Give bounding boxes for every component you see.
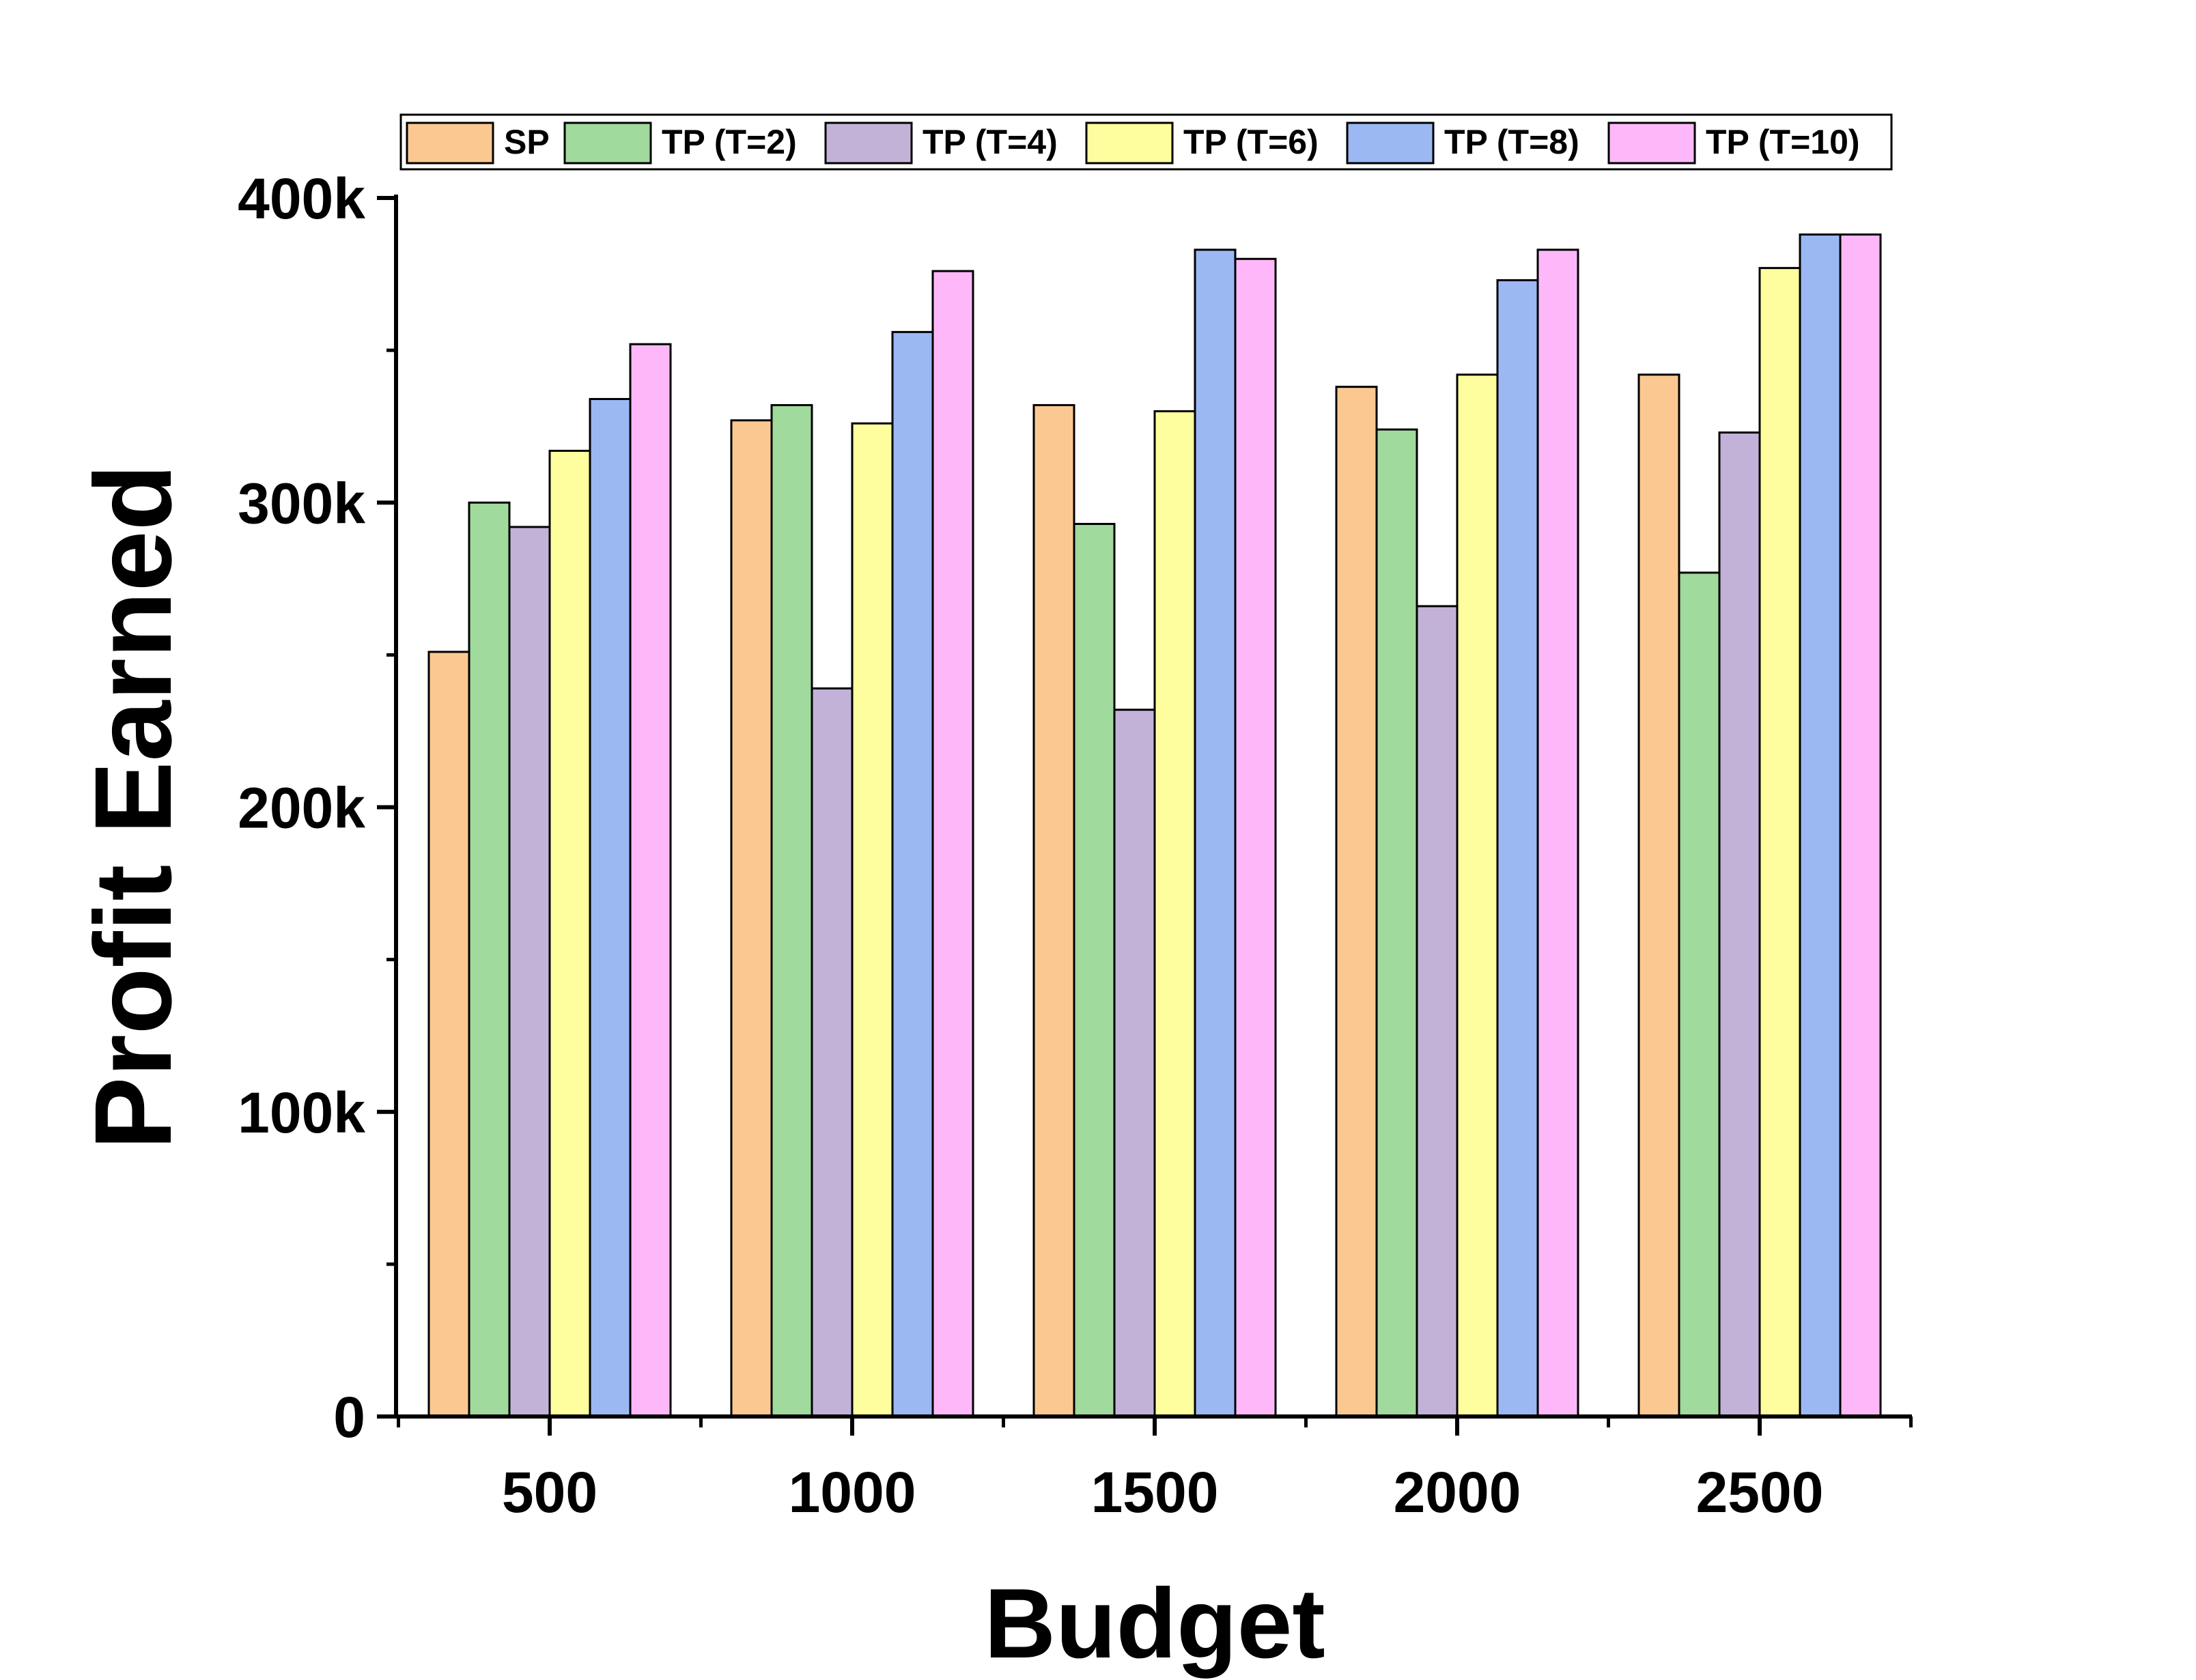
bar-1000-tp-t-8	[891, 330, 934, 1418]
bar-1000-tp-t-2	[770, 403, 813, 1418]
bar-2000-tp-t-4	[1416, 605, 1459, 1418]
bar-2000-tp-t-2	[1375, 428, 1418, 1418]
bar-500-tp-t-6	[548, 449, 591, 1418]
bar-500-tp-t-4	[508, 526, 551, 1418]
bar-2500-tp-t-6	[1758, 267, 1801, 1418]
legend-swatch	[406, 122, 494, 165]
bar-2500-tp-t-10	[1839, 233, 1882, 1418]
legend: SP TP (T=2) TP (T=4) TP (T=6) TP (T=8) TP (T=…	[399, 113, 1893, 171]
bar-1000-tp-t-6	[851, 422, 894, 1418]
legend-label: TP (T=4)	[923, 123, 1058, 161]
bar-1500-tp-t-10	[1234, 257, 1277, 1418]
bar-2000-tp-t-8	[1496, 279, 1539, 1418]
bar-2000-sp	[1335, 386, 1378, 1418]
bar-1500-tp-t-6	[1153, 410, 1196, 1418]
x-tick-label: 2000	[1394, 1460, 1521, 1524]
bar-2500-sp	[1637, 373, 1680, 1418]
legend-swatch	[563, 122, 652, 165]
legend-label: TP (T=6)	[1183, 123, 1319, 161]
bar-500-tp-t-2	[468, 501, 511, 1418]
y-tick-label: 100k	[238, 1081, 365, 1145]
bar-500-tp-t-8	[589, 398, 632, 1418]
bar-1000-sp	[730, 419, 773, 1418]
legend-swatch	[1607, 122, 1696, 165]
y-tick-label: 200k	[238, 776, 365, 840]
bar-1500-tp-t-8	[1194, 248, 1237, 1418]
bar-2500-tp-t-8	[1799, 233, 1842, 1418]
axes: 0 100k 200k 300k 400k 500 1000 1500 2000 2500	[238, 167, 1913, 1524]
y-axis-title: Profit Earned	[72, 464, 194, 1150]
legend-label: TP (T=2)	[662, 123, 797, 161]
x-tick-label: 1000	[789, 1460, 916, 1524]
legend-swatch	[824, 122, 913, 165]
legend-label: SP	[504, 123, 550, 161]
bar-2000-tp-t-10	[1536, 248, 1579, 1418]
y-tick-label: 300k	[238, 471, 365, 535]
bar-1000-tp-t-4	[811, 687, 854, 1418]
x-tick-label: 1500	[1091, 1460, 1219, 1524]
bar-1500-sp	[1032, 403, 1075, 1418]
legend-label: TP (T=8)	[1444, 123, 1579, 161]
legend-swatch	[1346, 122, 1435, 165]
x-tick-label: 2500	[1696, 1460, 1824, 1524]
bars	[427, 233, 1882, 1418]
legend-label: TP (T=10)	[1706, 123, 1860, 161]
x-tick-label: 500	[502, 1460, 597, 1524]
bar-1000-tp-t-10	[931, 270, 974, 1418]
y-tick-label: 400k	[238, 167, 365, 231]
bar-1500-tp-t-2	[1073, 522, 1116, 1418]
bar-2500-tp-t-4	[1718, 431, 1761, 1418]
bar-2000-tp-t-6	[1456, 373, 1499, 1418]
legend-swatch	[1085, 122, 1174, 165]
y-tick-label: 0	[333, 1385, 365, 1449]
x-axis-title: Budget	[984, 1568, 1325, 1679]
bar-1500-tp-t-4	[1113, 709, 1156, 1418]
bar-500-sp	[427, 651, 470, 1418]
bar-2500-tp-t-2	[1678, 571, 1721, 1418]
bar-500-tp-t-10	[629, 343, 672, 1418]
